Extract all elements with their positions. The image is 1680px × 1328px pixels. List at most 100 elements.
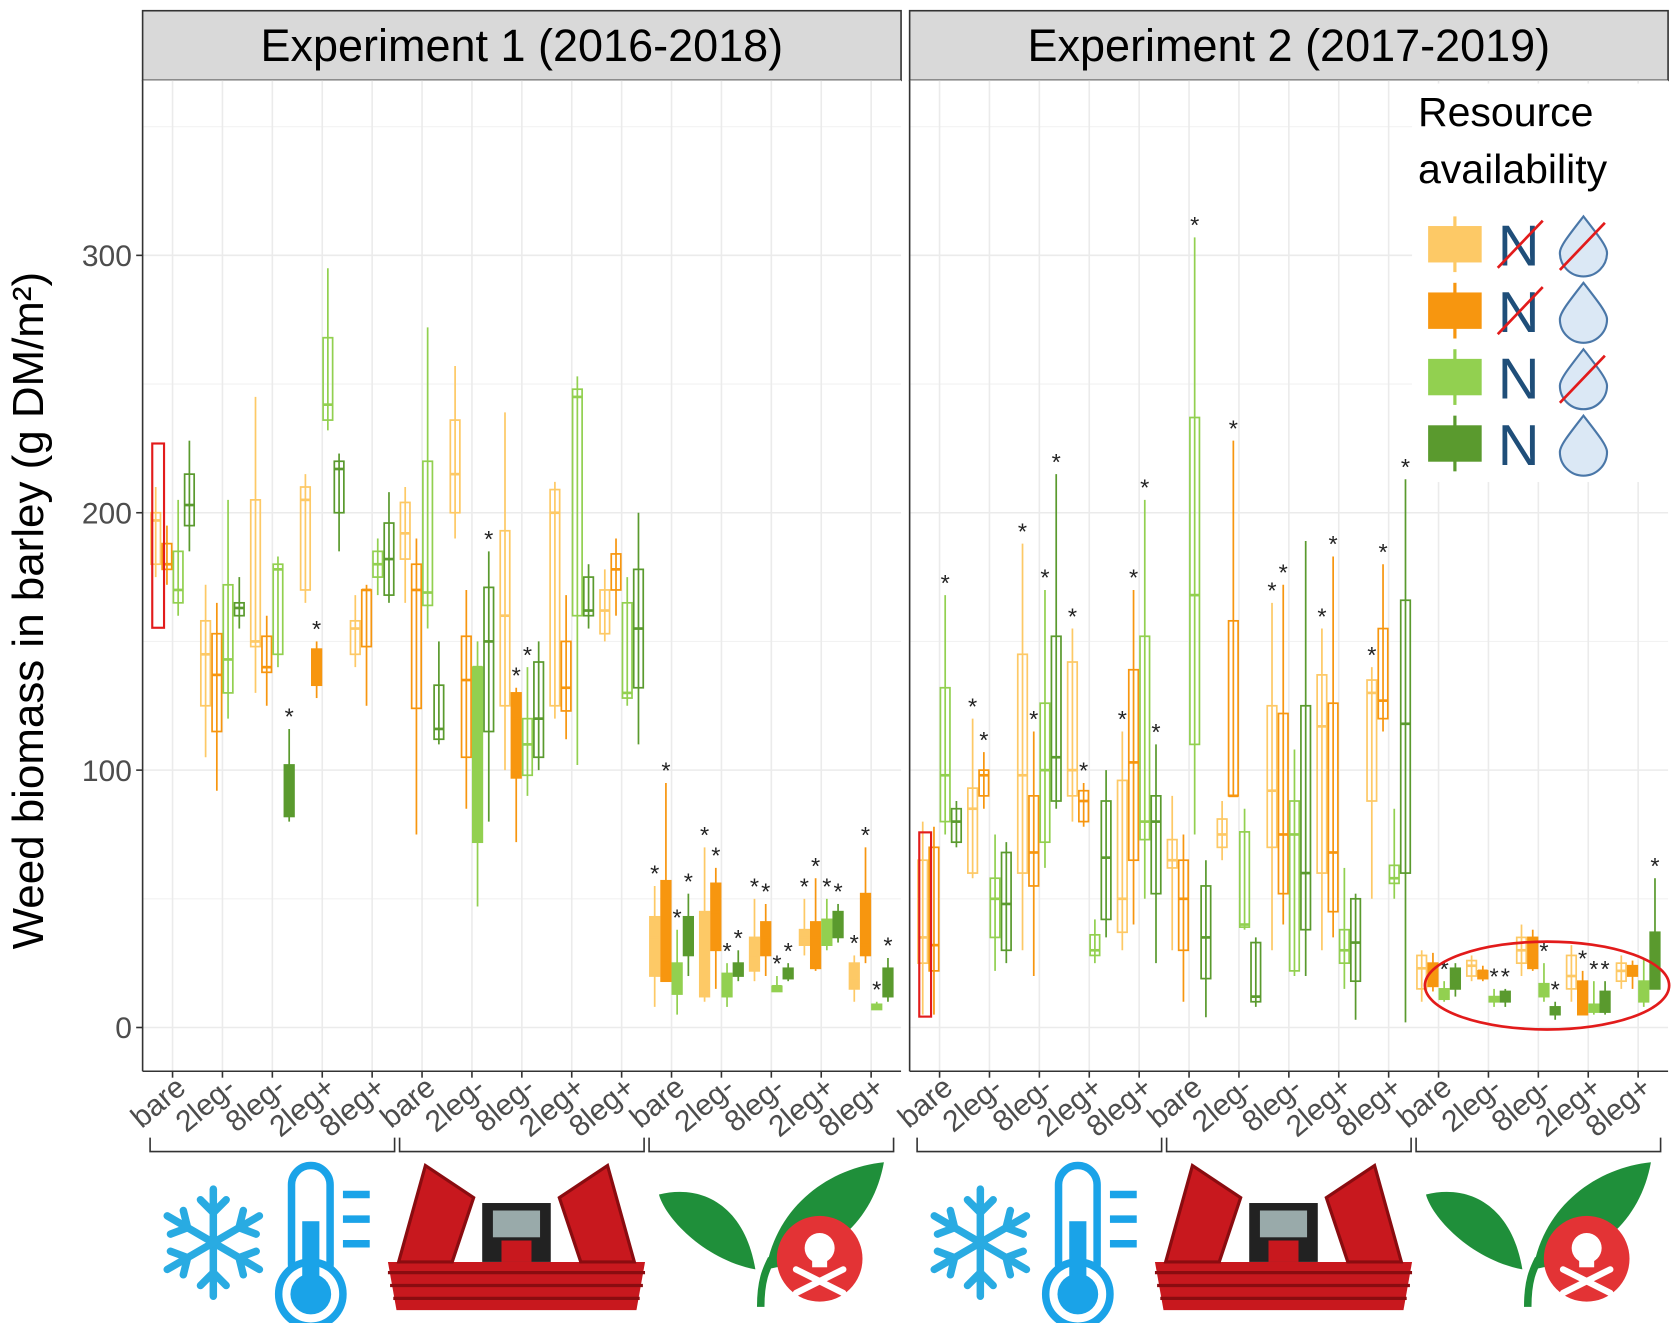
box	[150, 511, 162, 566]
icon-herbicide	[1426, 1162, 1651, 1307]
box	[1577, 980, 1589, 1016]
significance-mark: *	[1018, 518, 1027, 544]
box	[1227, 619, 1239, 797]
facet-strip	[141, 9, 902, 82]
box	[299, 486, 312, 591]
box	[1016, 653, 1029, 874]
legend-strike	[1496, 286, 1544, 336]
significance-mark: *	[711, 843, 720, 869]
icon-temperature	[1046, 1166, 1137, 1323]
y-tick-label: 0	[115, 1012, 132, 1045]
group-bracket	[648, 1137, 895, 1153]
significance-mark: *	[650, 861, 659, 887]
highlight-box	[918, 831, 933, 1018]
significance-mark: *	[1029, 706, 1038, 732]
box	[1416, 954, 1428, 990]
box	[399, 501, 411, 560]
box	[1327, 702, 1339, 913]
box	[1250, 941, 1262, 1003]
box	[1039, 702, 1051, 844]
box	[272, 563, 284, 656]
highlight-box	[151, 442, 166, 629]
box	[1050, 635, 1062, 802]
significance-mark: *	[1440, 956, 1449, 982]
box	[1388, 864, 1400, 885]
box	[939, 686, 951, 823]
significance-mark: *	[883, 933, 892, 959]
box	[610, 553, 622, 591]
box	[433, 684, 445, 741]
significance-mark: *	[1650, 853, 1659, 879]
box	[660, 879, 672, 983]
box	[1166, 838, 1178, 869]
legend-key	[1428, 292, 1482, 329]
significance-mark: *	[1401, 454, 1410, 480]
legend-key	[1428, 358, 1482, 396]
box	[782, 967, 794, 980]
significance-mark: *	[872, 976, 881, 1002]
legend-title: Resource availability	[1418, 89, 1608, 192]
significance-mark: *	[811, 853, 820, 879]
significance-mark: *	[1489, 964, 1498, 990]
box	[172, 550, 184, 604]
box	[1238, 831, 1251, 928]
box	[1638, 980, 1650, 1003]
box	[1527, 936, 1539, 970]
box	[422, 460, 434, 607]
significance-mark: *	[1118, 706, 1127, 732]
box	[698, 910, 711, 998]
significance-mark: *	[734, 925, 743, 951]
box	[1288, 800, 1301, 972]
box	[211, 632, 223, 733]
plot-area: Experiment 1 (2016-2018)0100200300bare2l…	[82, 9, 1670, 1153]
significance-mark: *	[1129, 565, 1138, 591]
box	[621, 601, 633, 699]
box	[928, 846, 940, 972]
box	[1366, 679, 1378, 802]
box	[449, 419, 461, 514]
box	[1399, 599, 1412, 874]
icon-herbicide	[659, 1162, 884, 1307]
legend-drop	[1558, 281, 1609, 344]
significance-mark: *	[772, 951, 781, 977]
significance-mark: *	[1267, 578, 1276, 604]
box	[222, 583, 234, 694]
y-tick-label: 300	[82, 240, 132, 273]
significance-mark: *	[750, 874, 759, 900]
significance-mark: *	[850, 930, 859, 956]
group-bracket	[149, 1137, 396, 1153]
significance-mark: *	[1229, 415, 1238, 441]
box	[1599, 990, 1611, 1013]
box	[199, 619, 212, 707]
significance-mark: *	[1151, 719, 1160, 745]
box	[1116, 779, 1128, 934]
significance-mark: *	[1317, 603, 1326, 629]
significance-mark: *	[1600, 956, 1609, 982]
significance-mark: *	[861, 822, 870, 848]
box	[249, 499, 262, 648]
box	[571, 388, 583, 617]
significance-mark: *	[722, 938, 731, 964]
significance-mark: *	[1052, 449, 1061, 475]
box	[483, 586, 495, 733]
box	[360, 589, 373, 648]
box	[1277, 712, 1289, 895]
box	[283, 764, 295, 818]
significance-mark: *	[673, 904, 682, 930]
significance-mark: *	[1378, 539, 1387, 565]
box	[533, 661, 545, 759]
legend-strike	[1558, 354, 1606, 404]
box	[410, 563, 423, 710]
icon-temperature	[279, 1166, 370, 1323]
significance-mark: *	[1140, 475, 1149, 501]
box	[161, 542, 173, 571]
box	[1266, 704, 1278, 849]
highlight-ellipse	[1423, 940, 1671, 1031]
box	[521, 717, 534, 777]
legend-label: N	[1498, 348, 1540, 412]
box	[1150, 795, 1162, 895]
significance-mark: *	[1578, 946, 1587, 972]
box	[966, 787, 979, 874]
group-bracket	[1165, 1137, 1412, 1153]
